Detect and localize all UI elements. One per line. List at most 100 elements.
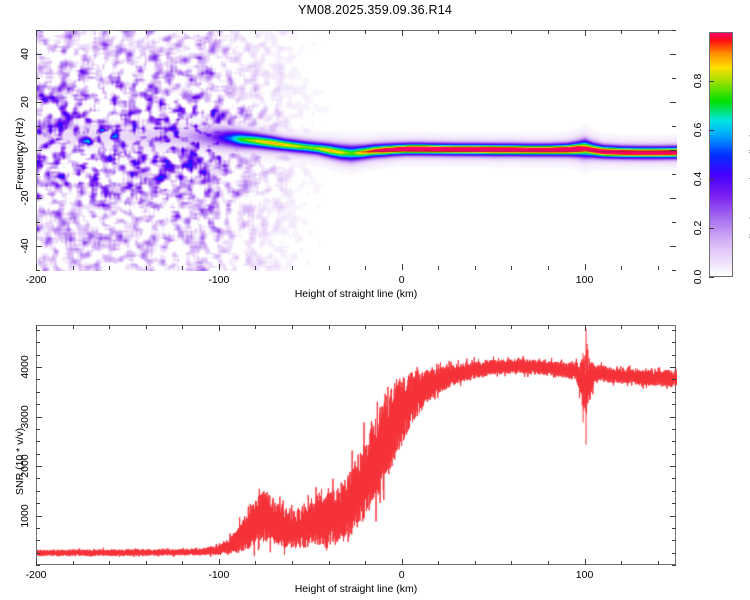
axis-tick-label: 0 — [398, 274, 405, 286]
axis-tick — [475, 30, 476, 34]
axis-tick — [292, 266, 293, 270]
axis-tick — [438, 561, 439, 565]
axis-tick — [36, 478, 40, 479]
axis-tick — [36, 540, 40, 541]
axis-tick — [672, 441, 676, 442]
axis-tick — [672, 126, 676, 127]
snr-x-axis-title: Height of straight line (km) — [294, 583, 418, 595]
axis-tick — [365, 266, 366, 270]
axis-tick — [670, 466, 676, 467]
colorbar-tick-label: 0.2 — [692, 220, 704, 236]
axis-tick — [670, 54, 676, 55]
axis-tick — [672, 503, 676, 504]
page-title: YM08.2025.359.09.36.R14 — [297, 3, 453, 17]
axis-tick — [329, 30, 330, 34]
colorbar-tick — [709, 81, 714, 82]
axis-tick — [670, 246, 676, 247]
axis-tick — [36, 466, 42, 467]
axis-tick — [621, 266, 622, 270]
axis-tick-label: 40 — [19, 48, 31, 60]
axis-tick — [672, 540, 676, 541]
colorbar-tick — [709, 277, 714, 278]
axis-tick-label: -200 — [25, 274, 47, 286]
colorbar-tick-label: 0.8 — [692, 73, 704, 89]
spectrogram-y-axis-title: Frequency (Hz) — [14, 117, 26, 190]
axis-tick — [365, 30, 366, 34]
axis-tick — [36, 126, 40, 127]
axis-tick — [219, 559, 220, 565]
axis-tick — [36, 246, 42, 247]
axis-tick — [548, 561, 549, 565]
axis-tick — [146, 266, 147, 270]
axis-tick — [146, 561, 147, 565]
axis-tick-label: 100 — [575, 569, 594, 581]
axis-tick — [672, 270, 676, 271]
axis-tick — [672, 553, 676, 554]
axis-tick — [255, 266, 256, 270]
axis-tick — [36, 441, 40, 442]
axis-tick-label: -200 — [25, 569, 47, 581]
axis-tick — [670, 198, 676, 199]
axis-tick — [36, 553, 40, 554]
colorbar-gradient — [709, 32, 733, 277]
axis-tick — [182, 266, 183, 270]
axis-tick — [672, 222, 676, 223]
axis-tick — [73, 561, 74, 565]
axis-tick — [255, 561, 256, 565]
spectrogram-x-axis-title: Height of straight line (km) — [294, 288, 418, 300]
axis-tick — [585, 30, 586, 36]
axis-tick-label: 1000 — [19, 503, 31, 528]
axis-tick — [658, 30, 659, 34]
axis-tick — [36, 392, 40, 393]
axis-tick — [585, 559, 586, 565]
axis-tick — [511, 266, 512, 270]
colorbar-tick — [709, 179, 714, 180]
axis-tick — [672, 342, 676, 343]
axis-tick — [36, 150, 42, 151]
axis-tick — [475, 561, 476, 565]
axis-tick — [36, 429, 40, 430]
axis-tick — [548, 30, 549, 34]
axis-tick — [36, 404, 40, 405]
colorbar-tick-label: 0.6 — [692, 122, 704, 138]
axis-tick — [548, 266, 549, 270]
axis-tick — [658, 325, 659, 329]
axis-tick — [36, 342, 40, 343]
axis-tick — [672, 355, 676, 356]
snr-panel — [36, 325, 677, 566]
axis-tick — [36, 565, 40, 566]
axis-tick — [292, 30, 293, 34]
axis-tick — [36, 559, 37, 565]
axis-tick — [672, 404, 676, 405]
axis-tick — [36, 325, 37, 331]
axis-tick — [585, 264, 586, 270]
axis-tick — [402, 30, 403, 36]
axis-tick — [672, 429, 676, 430]
axis-tick — [658, 561, 659, 565]
axis-tick — [36, 379, 40, 380]
axis-tick — [109, 325, 110, 329]
axis-tick — [672, 478, 676, 479]
axis-tick — [292, 325, 293, 329]
axis-tick — [670, 516, 676, 517]
axis-tick-label: 100 — [575, 274, 594, 286]
axis-tick — [36, 454, 40, 455]
colorbar-tick-label: 0.0 — [692, 269, 704, 285]
axis-tick — [672, 491, 676, 492]
axis-tick — [36, 491, 40, 492]
axis-tick — [73, 30, 74, 34]
axis-tick-label: -20 — [19, 190, 31, 206]
axis-tick — [36, 54, 42, 55]
axis-tick — [670, 150, 676, 151]
axis-tick — [672, 392, 676, 393]
axis-tick — [475, 325, 476, 329]
axis-tick — [670, 417, 676, 418]
axis-tick — [511, 30, 512, 34]
axis-tick — [672, 30, 676, 31]
axis-tick — [36, 503, 40, 504]
spectrogram-panel — [36, 30, 677, 271]
axis-tick — [36, 516, 42, 517]
axis-tick — [672, 78, 676, 79]
axis-tick — [672, 174, 676, 175]
